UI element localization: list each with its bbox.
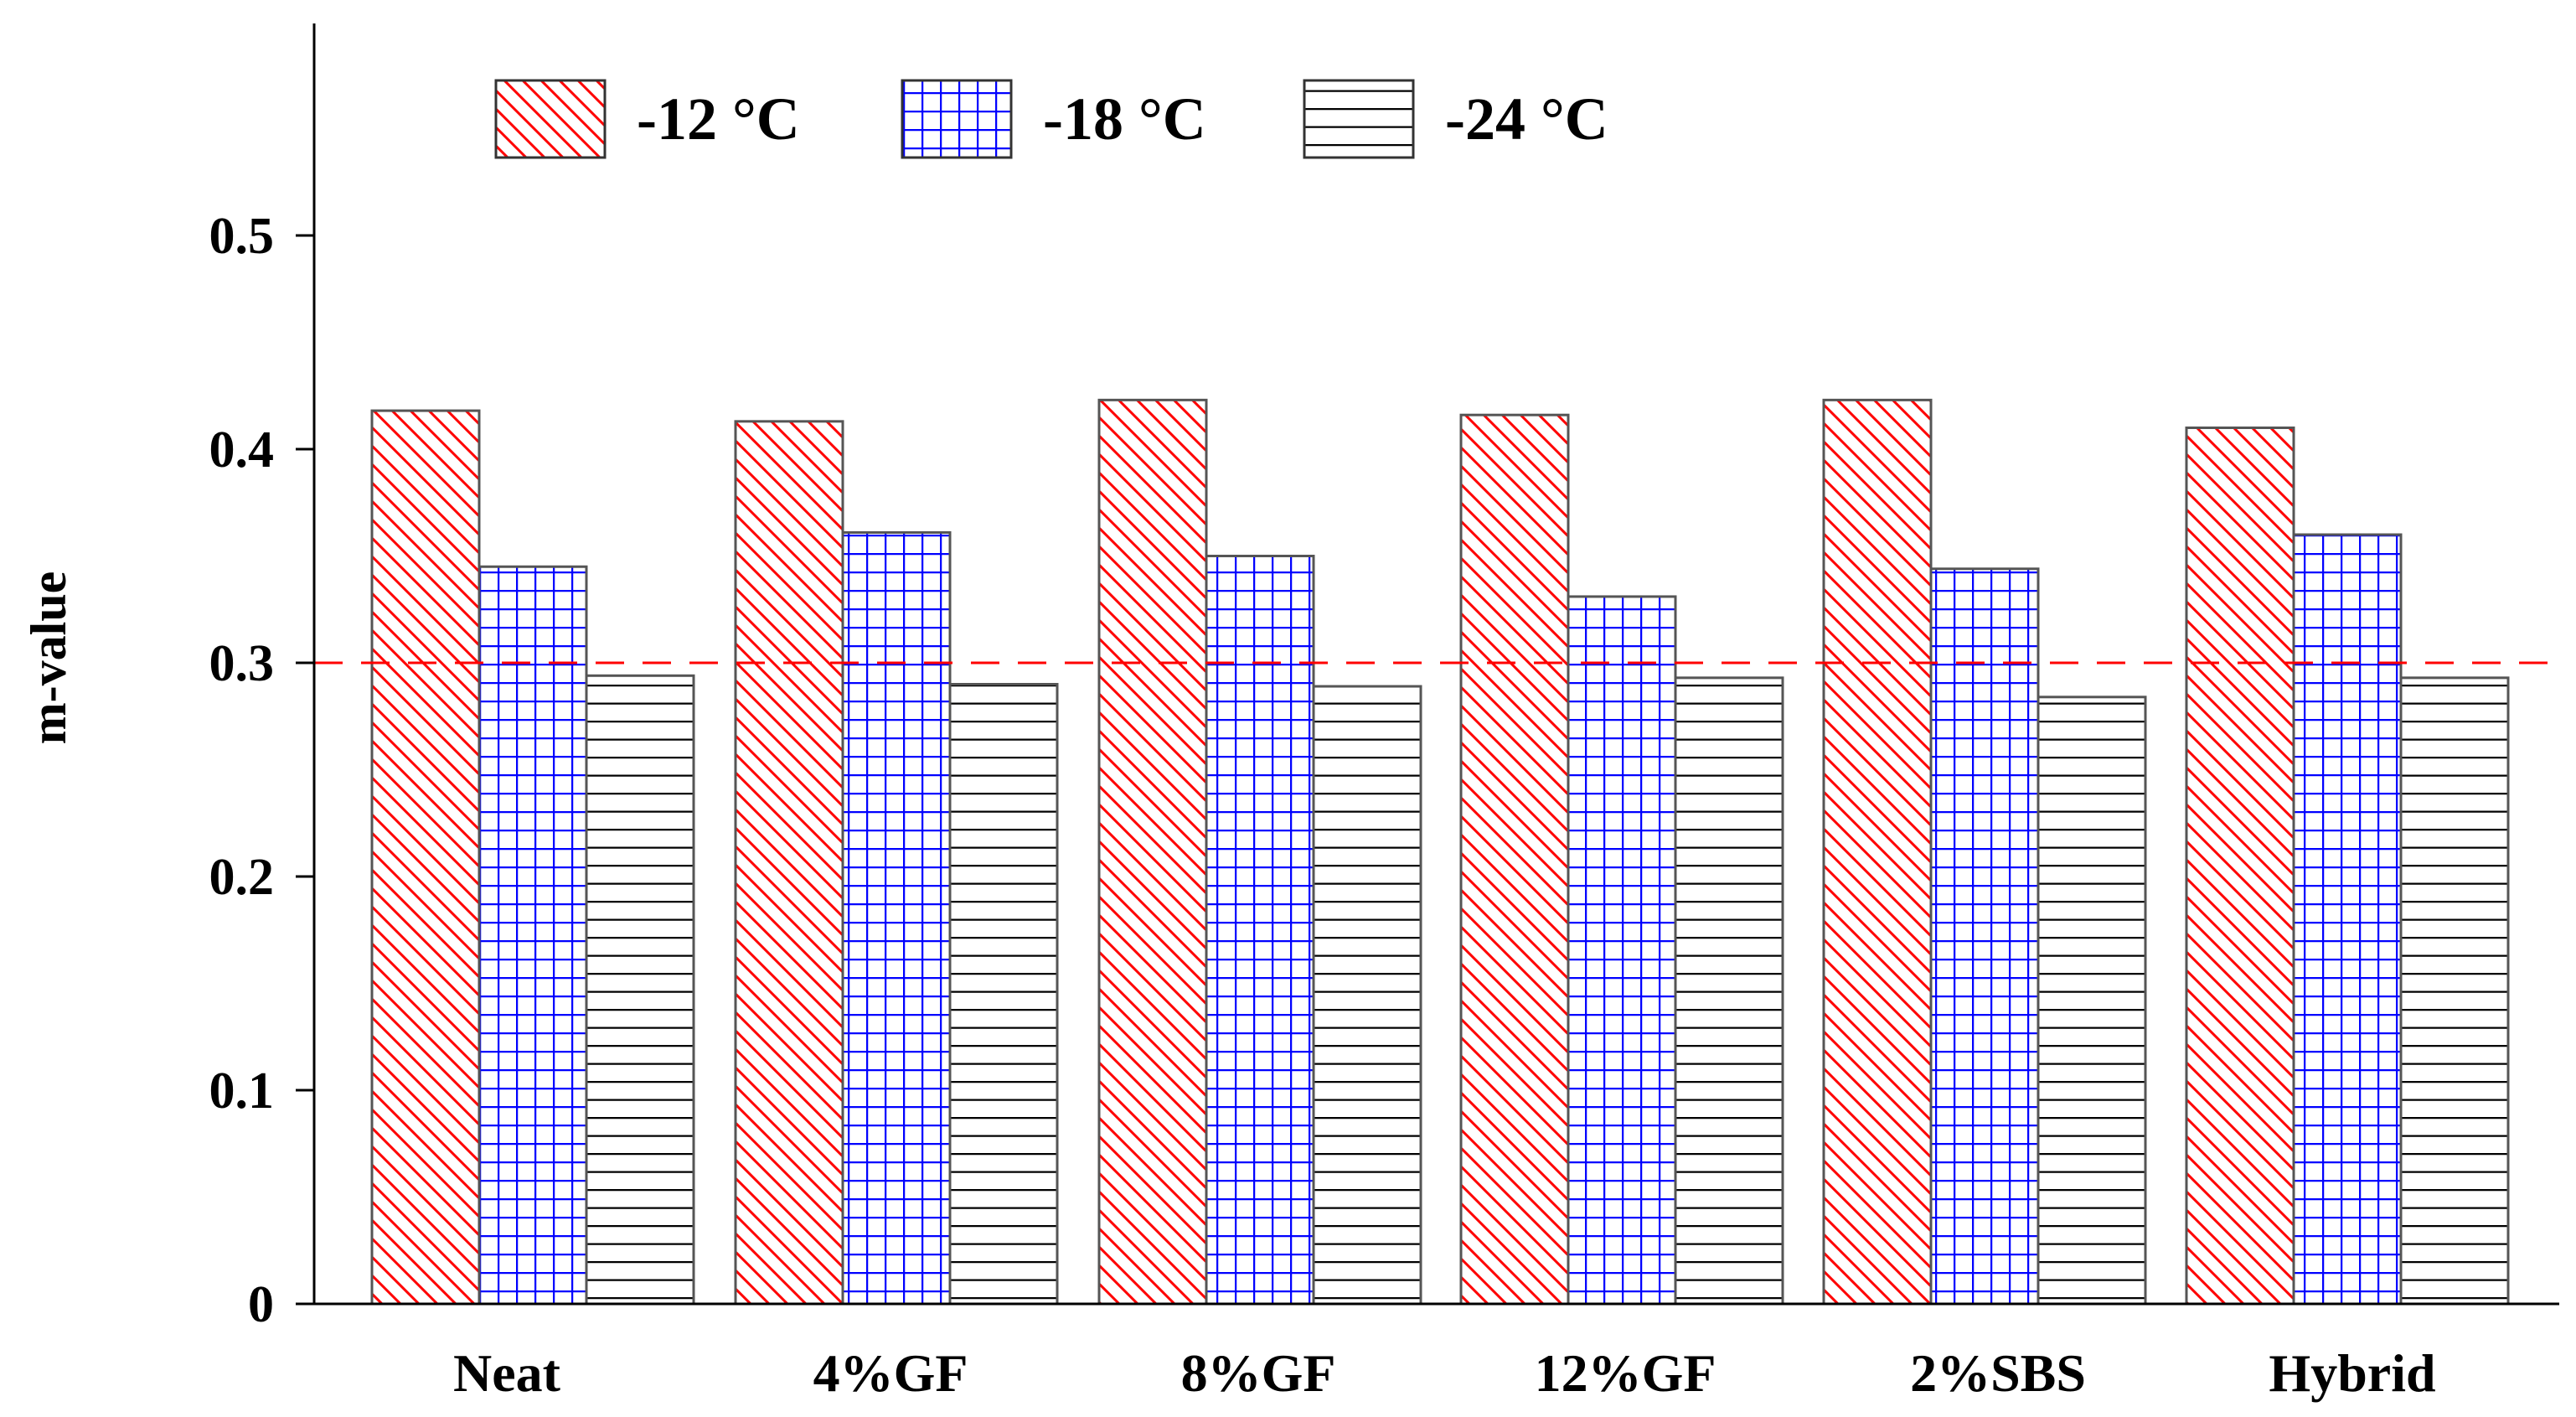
y-axis-title: m-value	[21, 571, 76, 745]
bar-hybrid-series-2	[2292, 533, 2403, 1306]
y-tick-label: 0.5	[209, 208, 275, 265]
y-tick-label: 0.2	[209, 849, 275, 906]
bar-neat-series-3	[585, 674, 695, 1306]
bar-8gf-series-3	[1312, 685, 1422, 1306]
x-category-label: 4%GF	[813, 1343, 968, 1403]
bar-hybrid-series-1	[2185, 427, 2295, 1306]
bar-hybrid-series-3	[2399, 676, 2510, 1306]
x-category-label: 8%GF	[1181, 1343, 1336, 1403]
bar-8gf-series-2	[1205, 555, 1315, 1306]
bar-2sbs-series-1	[1822, 398, 1933, 1306]
x-category-label: 12%GF	[1535, 1343, 1716, 1403]
axes	[312, 23, 2559, 1306]
bar-neat-series-1	[370, 409, 481, 1306]
legend-swatch-series-2	[901, 79, 1013, 159]
x-category-label: Hybrid	[2269, 1343, 2435, 1403]
y-tick-label: 0.4	[209, 421, 275, 478]
y-axis-ticks: 0 0.1 0.2 0.3 0.4 0.5	[209, 208, 314, 1333]
bars	[370, 398, 2510, 1306]
legend-label-series-3: -24 °C	[1445, 85, 1608, 153]
legend-label-series-2: -18 °C	[1043, 85, 1206, 153]
legend-swatch-series-1	[494, 79, 607, 159]
bar-4gf-series-3	[948, 683, 1059, 1306]
y-tick-label: 0.1	[209, 1063, 275, 1120]
x-category-label: 2%SBS	[1910, 1343, 2086, 1403]
bar-2sbs-series-2	[1929, 567, 2040, 1306]
bar-12gf-series-2	[1567, 595, 1677, 1306]
bar-12gf-series-3	[1674, 676, 1784, 1306]
bar-8gf-series-1	[1097, 398, 1208, 1306]
bar-2sbs-series-3	[2037, 696, 2147, 1306]
legend: -12 °C -18 °C -24 °C	[494, 79, 1608, 159]
legend-swatch-series-3	[1303, 79, 1415, 159]
bar-neat-series-2	[478, 565, 588, 1306]
y-tick-label: 0	[248, 1276, 274, 1333]
category-labels: Neat 4%GF 8%GF 12%GF 2%SBS Hybrid	[453, 1343, 2436, 1403]
bar-12gf-series-1	[1459, 413, 1570, 1306]
x-category-label: Neat	[453, 1343, 561, 1403]
legend-label-series-1: -12 °C	[637, 85, 800, 153]
bar-4gf-series-2	[841, 530, 952, 1306]
bar-4gf-series-1	[734, 420, 844, 1306]
y-tick-label: 0.3	[209, 635, 275, 692]
